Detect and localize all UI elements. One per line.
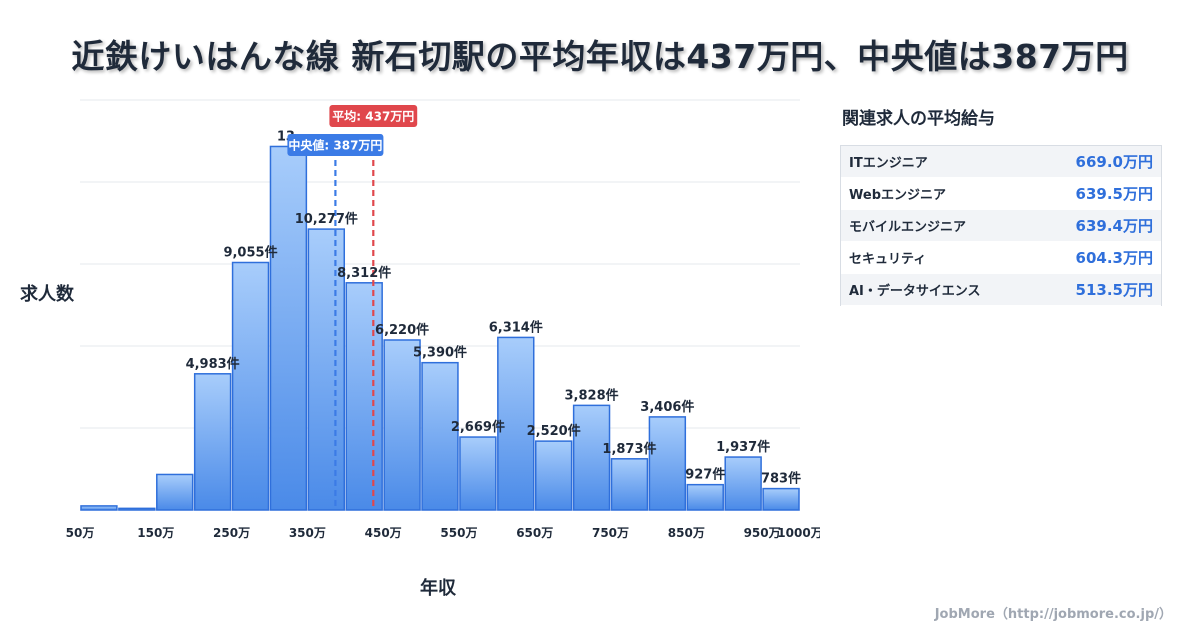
bar-data-label: 1,873件: [602, 441, 656, 457]
histogram-bar: [118, 507, 156, 511]
side-panel-title: 関連求人の平均給与: [842, 109, 995, 129]
page-title: 近鉄けいはんな線 新石切駅の平均年収は437万円、中央値は387万円: [71, 37, 1129, 76]
x-tick-label: 150万: [137, 526, 174, 540]
histogram-bar: [459, 436, 497, 511]
bar-data-label: 3,828件: [565, 387, 619, 403]
x-tick-label: 350万: [289, 526, 326, 540]
histogram-chart: 4,983件9,055件13,10,277件8,312件6,220件5,390件…: [66, 99, 820, 540]
x-tick-label: 750万: [592, 526, 629, 540]
histogram-bar: [572, 404, 611, 511]
x-axis-label: 年収: [420, 578, 456, 599]
job-name: AI・データサイエンス: [849, 284, 981, 299]
histogram-bar: [686, 483, 724, 511]
table-row: モバイルエンジニア 639.4万円: [841, 210, 1161, 242]
histogram-bar: [193, 373, 232, 511]
related-salary-table: ITエンジニア 669.0万円 Webエンジニア 639.5万円 モバイルエンジ…: [840, 145, 1162, 306]
table-row: Webエンジニア 639.5万円: [841, 178, 1161, 210]
bar-data-label: 5,390件: [413, 345, 467, 361]
bar-data-label: 9,055件: [223, 244, 277, 260]
bar-data-label: 2,669件: [451, 419, 505, 435]
histogram-bar: [156, 473, 194, 511]
salary-value: 513.5万円: [1075, 281, 1153, 299]
table-row: AI・データサイエンス 513.5万円: [841, 274, 1161, 306]
job-name: ITエンジニア: [849, 156, 928, 171]
histogram-bar: [497, 336, 535, 511]
x-tick-label: 450万: [365, 526, 402, 540]
bar-data-label: 6,220件: [375, 322, 429, 338]
histogram-bar: [269, 145, 308, 511]
salary-value: 669.0万円: [1075, 153, 1153, 171]
histogram-bar: [307, 228, 346, 511]
histogram-bar: [648, 416, 687, 511]
histogram-bar: [421, 361, 459, 511]
salary-value: 639.5万円: [1075, 185, 1153, 203]
bar-data-label: 1,937件: [716, 439, 770, 455]
x-tick-label: 950万: [744, 526, 781, 540]
x-tick-label: 250万: [213, 526, 250, 540]
job-name: モバイルエンジニア: [849, 220, 967, 235]
footer-credit: JobMore（http://jobmore.co.jp/）: [934, 607, 1172, 622]
histogram-bar: [534, 440, 573, 511]
histogram-bar: [762, 487, 800, 511]
bar-data-label: 10,277件: [295, 211, 358, 227]
mean-badge-text: 平均: 437万円: [332, 109, 414, 124]
x-tick-label: 650万: [516, 526, 553, 540]
table-row: セキュリティ 604.3万円: [841, 242, 1161, 274]
histogram-bar: [345, 282, 383, 511]
job-name: Webエンジニア: [849, 188, 946, 203]
x-tick-label: 1000万: [777, 526, 820, 540]
y-axis-label: 求人数: [20, 284, 74, 305]
salary-value: 639.4万円: [1075, 217, 1153, 235]
histogram-bar: [724, 456, 762, 511]
salary-value: 604.3万円: [1075, 249, 1153, 267]
median-badge-bg: [287, 134, 384, 156]
bar-data-label: 927件: [685, 467, 725, 483]
x-tick-label: 850万: [668, 526, 705, 540]
histogram-bar: [231, 261, 270, 511]
bar-data-label: 6,314件: [489, 319, 543, 335]
histogram-bar: [383, 339, 421, 511]
job-name: セキュリティ: [849, 252, 927, 267]
bar-data-label: 8,312件: [337, 265, 391, 281]
mean-badge-bg: [329, 105, 418, 127]
bar-data-label: 4,983件: [186, 356, 240, 372]
bar-data-label: 2,520件: [527, 423, 581, 439]
bar-data-label: 3,406件: [640, 399, 694, 415]
bar-data-label: 783件: [761, 471, 801, 487]
table-row: ITエンジニア 669.0万円: [841, 146, 1161, 178]
histogram-bar: [80, 505, 118, 511]
median-badge-text: 中央値: 387万円: [288, 138, 382, 153]
x-tick-label: 550万: [440, 526, 477, 540]
x-tick-label: 50万: [66, 526, 95, 540]
histogram-bar: [610, 458, 649, 511]
